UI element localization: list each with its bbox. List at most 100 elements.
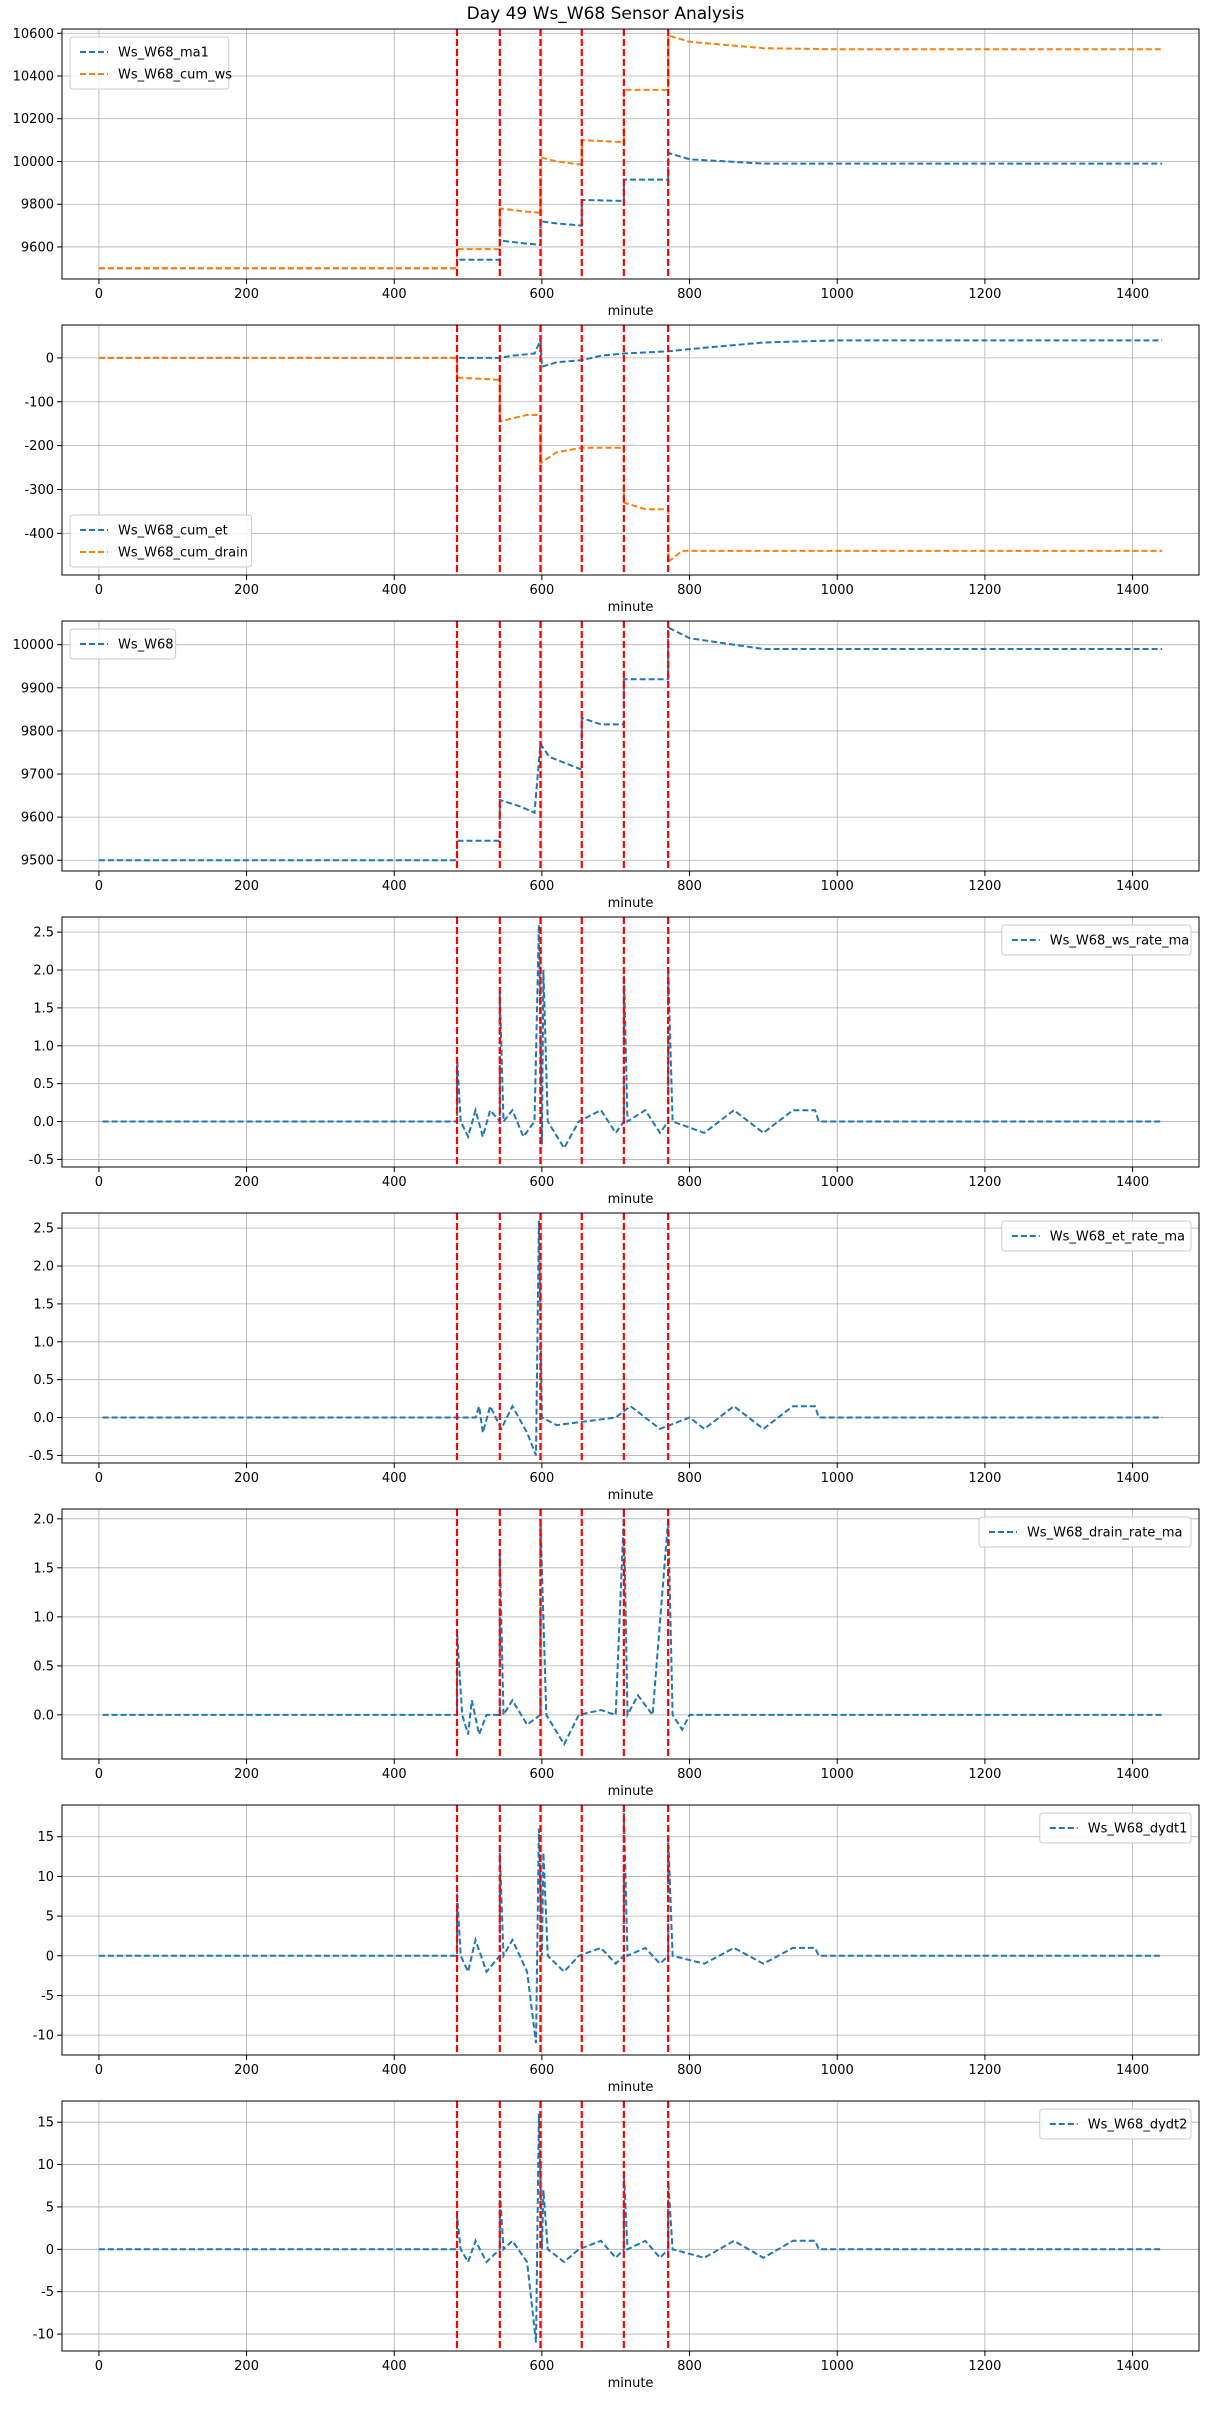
y-tick-label: 0 [46, 1949, 54, 1964]
legend-entry: Ws_W68_cum_et [118, 524, 228, 539]
plot-area [98, 325, 1163, 575]
x-tick-label: 400 [382, 1471, 407, 1486]
x-tick-label: 200 [234, 583, 259, 598]
x-tick-label: 800 [677, 2063, 702, 2078]
y-tick-label: 10000 [13, 155, 54, 170]
legend-box [69, 36, 230, 90]
y-tick-label: -0.5 [29, 1449, 54, 1464]
x-tick-label: 1400 [1116, 2359, 1149, 2374]
x-tick-label: 400 [382, 879, 407, 894]
y-tick-label: 2.0 [33, 1512, 54, 1527]
legend-entry: Ws_W68_cum_ws [118, 68, 232, 83]
x-tick-label: 0 [95, 1175, 103, 1190]
x-tick-label: 1200 [968, 287, 1001, 302]
x-tick-label: 1000 [821, 583, 854, 598]
x-tick-label: 600 [529, 2359, 554, 2374]
legend: Ws_W68_drain_rate_ma [978, 1516, 1192, 1548]
x-tick-label: 800 [677, 287, 702, 302]
axes-frame [61, 1212, 1200, 1464]
y-tick-label: -100 [24, 395, 54, 410]
x-tick-label: 800 [677, 583, 702, 598]
x-tick-label: 1400 [1116, 583, 1149, 598]
x-tick-label: 0 [95, 879, 103, 894]
subplot-6: 0 200 400 600 800 1000 1200 1400 0.0 0.5 1.0 1.5 2.0… [33, 1508, 1200, 1799]
x-tick-label: 0 [95, 1471, 103, 1486]
x-tick-label: 400 [382, 2359, 407, 2374]
x-tick-label: 800 [677, 1767, 702, 1782]
y-tick-label: 2.0 [33, 1260, 54, 1275]
y-tick-label: 1.0 [33, 1335, 54, 1350]
y-tick-label: -300 [24, 483, 54, 498]
x-tick-label: 1200 [968, 879, 1001, 894]
series-line-Ws_W68_drain_rate_ma [102, 1513, 1163, 1747]
legend-entry: Ws_W68_dydt2 [1088, 2118, 1188, 2133]
x-tick-label: 200 [234, 1471, 259, 1486]
y-tick-label: 9700 [21, 768, 54, 783]
subplot-7: 0 200 400 600 800 1000 1200 1400 -10 -5 0 5 10 15 minu… [33, 1804, 1200, 2095]
y-tick-label: 2.5 [33, 1222, 54, 1237]
y-tick-label: -400 [24, 527, 54, 542]
x-tick-label: 200 [234, 2359, 259, 2374]
legend-box [978, 1516, 1192, 1548]
legend-box [69, 514, 253, 568]
x-tick-label: 800 [677, 1175, 702, 1190]
y-tick-label: 2.0 [33, 964, 54, 979]
subplot-8: 0 200 400 600 800 1000 1200 1400 -10 -5 0 5 10 15 minu… [33, 2100, 1200, 2391]
x-tick-label: 200 [234, 2063, 259, 2078]
x-tick-label: 0 [95, 287, 103, 302]
x-tick-label: 800 [677, 879, 702, 894]
x-tick-label: 1200 [968, 1767, 1001, 1782]
legend-entry: Ws_W68_ma1 [118, 46, 209, 61]
y-tick-label: 0.0 [33, 1708, 54, 1723]
y-tick-label: 9600 [21, 240, 54, 255]
legend-entry: Ws_W68_drain_rate_ma [1027, 1526, 1182, 1541]
y-tick-label: 15 [37, 2116, 54, 2131]
legend: Ws_W68_ws_rate_ma [1001, 924, 1192, 956]
y-tick-label: -5 [41, 2285, 54, 2300]
legend-box [1039, 2108, 1192, 2140]
legend-entry: Ws_W68_cum_drain [118, 546, 248, 561]
x-tick-label: 1200 [968, 1471, 1001, 1486]
x-tick-label: 400 [382, 583, 407, 598]
x-tick-label: 600 [529, 1471, 554, 1486]
y-tick-label: 10200 [13, 112, 54, 127]
x-tick-label: 0 [95, 583, 103, 598]
x-axis-label: minute [608, 2080, 654, 2095]
x-tick-label: 800 [677, 2359, 702, 2374]
y-tick-label: 1.0 [33, 1039, 54, 1054]
y-tick-label: 0.0 [33, 1115, 54, 1130]
x-tick-label: 0 [95, 2359, 103, 2374]
plot-area [98, 2101, 1163, 2351]
plot-area [98, 1805, 1163, 2055]
y-tick-label: 0.5 [33, 1373, 54, 1388]
y-tick-label: 9900 [21, 681, 54, 696]
y-tick-label: 10 [37, 1870, 54, 1885]
x-tick-label: 0 [95, 1767, 103, 1782]
x-tick-label: 1400 [1116, 879, 1149, 894]
x-tick-label: 400 [382, 1767, 407, 1782]
legend-box [1001, 1220, 1192, 1252]
x-axis-label: minute [608, 304, 654, 319]
axes-frame [61, 324, 1200, 576]
x-tick-label: 1000 [821, 2063, 854, 2078]
y-tick-label: 5 [46, 1910, 54, 1925]
legend: Ws_W68_dydt2 [1039, 2108, 1192, 2140]
legend-box [69, 628, 177, 660]
y-tick-label: -10 [33, 2328, 54, 2343]
legend: Ws_W68_dydt1 [1039, 1812, 1192, 1844]
y-tick-label: 0 [46, 351, 54, 366]
y-tick-label: 9800 [21, 724, 54, 739]
x-tick-label: 400 [382, 287, 407, 302]
plot-area [102, 917, 1163, 1167]
legend: Ws_W68 [69, 628, 177, 660]
x-tick-label: 1000 [821, 2359, 854, 2374]
y-tick-label: -0.5 [29, 1153, 54, 1168]
figure-title: Day 49 Ws_W68 Sensor Analysis [466, 4, 745, 24]
series-line-Ws_W68 [98, 625, 1163, 862]
legend: Ws_W68_cum_et Ws_W68_cum_drain [69, 514, 253, 568]
legend: Ws_W68_ma1 Ws_W68_cum_ws [69, 36, 232, 90]
axes-frame [61, 620, 1200, 872]
subplot-2: 0 200 400 600 800 1000 1200 1400 -400 -300 -200 -10… [24, 324, 1200, 615]
x-tick-label: 1400 [1116, 1471, 1149, 1486]
